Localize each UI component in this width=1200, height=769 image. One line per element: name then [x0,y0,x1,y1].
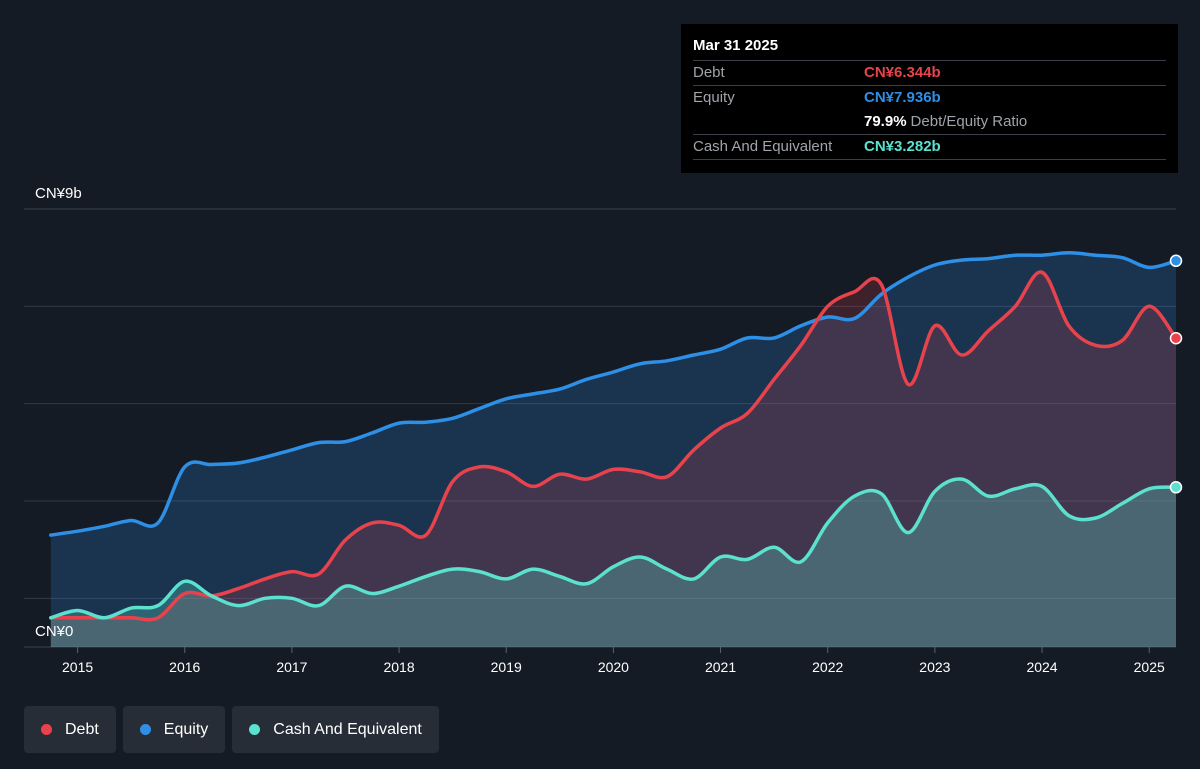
legend: Debt Equity Cash And Equivalent [24,706,439,753]
area-equity [50,252,1176,648]
area-cash-and-equivalent [50,479,1176,647]
series-lines [49,251,1178,622]
tooltip-row-cash: Cash And Equivalent CN¥3.282b [693,134,1166,160]
x-tick-label-2025: 2025 [1134,659,1165,675]
legend-item-debt[interactable]: Debt [24,706,116,753]
x-tick-label-2018: 2018 [383,659,414,675]
tooltip-cash-value: CN¥3.282b [864,138,941,155]
legend-item-equity[interactable]: Equity [122,706,226,753]
y-axis-bottom-label: CN¥0 [35,623,73,640]
tooltip-debt-label: Debt [693,64,725,81]
legend-item-cash[interactable]: Cash And Equivalent [232,706,439,753]
x-tick-label-2023: 2023 [919,659,950,675]
line-cash-and-equivalent [49,477,1178,620]
tooltip-date: Mar 31 2025 [693,37,779,54]
tooltip-equity-value: CN¥7.936b [864,89,941,106]
tooltip-equity-label: Equity [693,89,735,106]
tooltip-row-ratio: 79.9% Debt/Equity Ratio [693,110,1166,134]
x-tick-label-2015: 2015 [62,659,93,675]
x-tick-label-2019: 2019 [491,659,522,675]
y-axis-top-label: CN¥9b [35,185,82,202]
x-tick-label-2016: 2016 [169,659,200,675]
endpoint-equity [1169,254,1183,268]
line-equity [49,251,1178,537]
x-tick-label-2017: 2017 [276,659,307,675]
legend-dot-equity [139,724,151,735]
legend-dot-debt [41,724,52,735]
gridlines [24,208,1176,648]
tooltip-row-equity: Equity CN¥7.936b [693,85,1166,110]
tooltip-debt-value: CN¥6.344b [864,64,941,81]
legend-label-debt: Debt [65,720,99,738]
tooltip-panel: Mar 31 2025 Debt CN¥6.344b Equity CN¥7.9… [681,24,1178,173]
area-debt [50,272,1176,647]
x-tick-label-2024: 2024 [1026,659,1057,675]
series-areas [50,252,1176,648]
x-tick-label-2020: 2020 [598,659,629,675]
tooltip-ratio-label: Debt/Equity Ratio [910,113,1028,130]
tooltip-row-debt: Debt CN¥6.344b [693,60,1166,85]
line-debt [49,270,1178,622]
x-axis: 2015 2016 2017 2018 2019 2020 2021 2022 2023 2024… [62,647,1165,675]
series-endpoints [1169,254,1183,494]
x-tick-label-2022: 2022 [812,659,843,675]
tooltip-cash-label: Cash And Equivalent [693,138,833,155]
x-tick-label-2021: 2021 [705,659,736,675]
legend-label-equity: Equity [163,720,209,738]
endpoint-debt [1169,332,1183,345]
tooltip-ratio-value: 79.9% [864,113,907,130]
endpoint-cash-and-equivalent [1169,481,1183,494]
legend-dot-cash [249,724,261,735]
legend-label-cash: Cash And Equivalent [273,720,422,738]
